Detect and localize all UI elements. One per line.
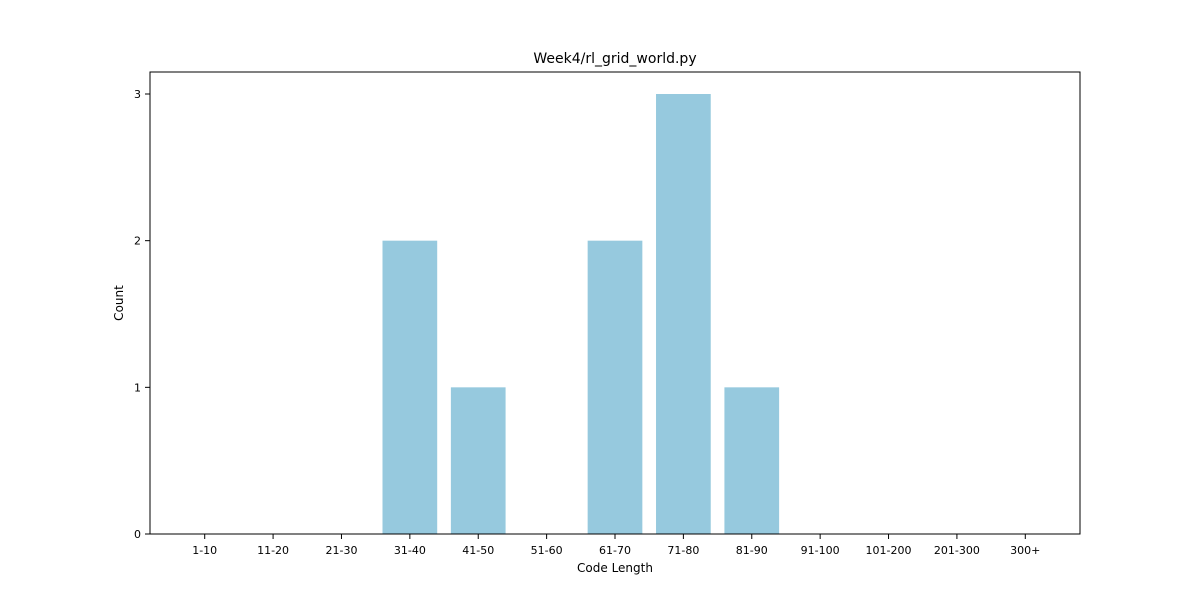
- x-tick-label: 71-80: [667, 544, 699, 557]
- y-axis-label: Count: [112, 285, 126, 321]
- x-tick-label: 201-300: [934, 544, 980, 557]
- bars-group: [382, 94, 780, 534]
- bar-31-40: [382, 240, 438, 534]
- bar-41-50: [450, 387, 506, 534]
- x-tick-label: 300+: [1010, 544, 1040, 557]
- x-axis-label: Code Length: [577, 561, 653, 575]
- x-tick-label: 61-70: [599, 544, 631, 557]
- x-tick-label: 101-200: [866, 544, 912, 557]
- x-tick-label: 31-40: [394, 544, 426, 557]
- y-tick-label: 0: [134, 528, 141, 541]
- x-tick-label: 81-90: [736, 544, 768, 557]
- y-axis-ticks: 0 1 2 3: [134, 88, 150, 541]
- x-tick-label: 21-30: [325, 544, 357, 557]
- x-tick-label: 11-20: [257, 544, 289, 557]
- x-tick-label: 1-10: [192, 544, 217, 557]
- chart-title: Week4/rl_grid_world.py: [533, 51, 696, 67]
- y-tick-label: 1: [134, 381, 141, 394]
- y-tick-label: 3: [134, 88, 141, 101]
- x-tick-label: 41-50: [462, 544, 494, 557]
- bar-81-90: [724, 387, 780, 534]
- y-tick-label: 2: [134, 235, 141, 248]
- bar-61-70: [587, 240, 643, 534]
- x-tick-label: 91-100: [801, 544, 840, 557]
- bar-71-80: [656, 94, 711, 534]
- x-tick-label: 51-60: [531, 544, 563, 557]
- x-axis-ticks: 1-10 11-20 21-30 31-40 41-50 51-60 61-70 71-80 8…: [192, 534, 1040, 557]
